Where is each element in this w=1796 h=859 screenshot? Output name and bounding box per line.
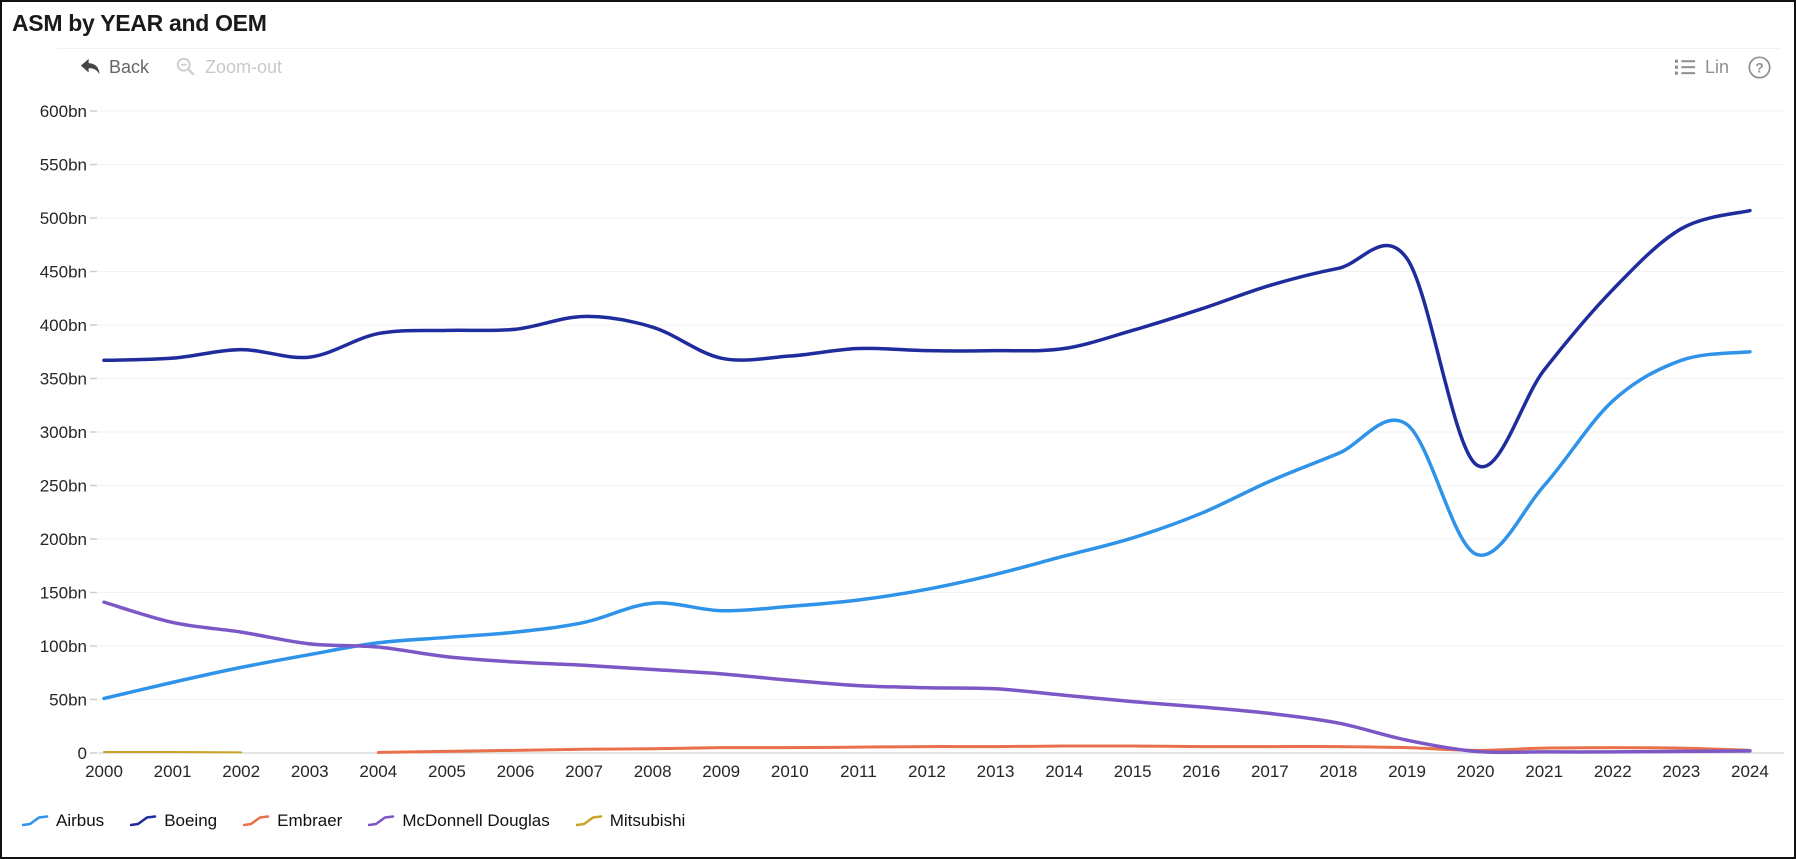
legend-swatch-mitsubishi	[575, 815, 603, 827]
y-axis-label: 100bn	[40, 637, 87, 656]
x-axis-label: 2017	[1251, 762, 1289, 781]
help-button[interactable]: ?	[1747, 55, 1772, 80]
y-axis-label: 400bn	[40, 316, 87, 335]
x-axis-label: 2018	[1320, 762, 1358, 781]
legend-label-embraer: Embraer	[277, 811, 343, 830]
y-axis-label: 500bn	[40, 209, 87, 228]
y-axis-label: 200bn	[40, 530, 87, 549]
series-line-mcdonnell-douglas	[102, 600, 1752, 755]
x-axis-label: 2006	[497, 762, 535, 781]
legend-swatch-boeing	[130, 815, 157, 827]
x-axis-label: 2009	[702, 762, 740, 781]
toolbar-right-controls: Lin ?	[1673, 55, 1772, 80]
y-axis-label: 0	[78, 744, 87, 763]
x-axis-label: 2021	[1525, 762, 1563, 781]
x-axis-label: 2013	[977, 762, 1015, 781]
legend-label-mcdonnell-douglas: McDonnell Douglas	[402, 811, 550, 830]
x-axis-label: 2016	[1182, 762, 1220, 781]
legend-item-boeing[interactable]: Boeing	[130, 811, 217, 831]
question-circle-icon: ?	[1747, 55, 1772, 80]
legend-label-mitsubishi: Mitsubishi	[609, 811, 686, 830]
x-axis-label: 2012	[908, 762, 946, 781]
x-axis-label: 2002	[222, 762, 260, 781]
x-axis-label: 2003	[291, 762, 329, 781]
y-axis-label: 300bn	[40, 423, 87, 442]
scale-mode-button[interactable]: Lin	[1673, 56, 1729, 78]
svg-text:?: ?	[1755, 60, 1763, 75]
y-axis-label: 50bn	[49, 691, 87, 710]
bulleted-list-icon	[1673, 56, 1697, 78]
chart-plot-area[interactable]: 0 50bn 100bn 150bn 200bn 250bn 300bn 350bn 400bn…	[2, 85, 1794, 785]
legend-item-mcdonnell-douglas[interactable]: McDonnell Douglas	[368, 811, 550, 831]
x-axis-label: 2015	[1114, 762, 1152, 781]
y-axis-label: 350bn	[40, 370, 87, 389]
y-axis-label: 550bn	[40, 156, 87, 175]
back-button[interactable]: Back	[79, 57, 149, 78]
x-axis-label: 2004	[359, 762, 397, 781]
legend-label-boeing: Boeing	[164, 811, 218, 830]
x-axis-label: 2011	[840, 762, 877, 781]
x-axis-label: 2019	[1388, 762, 1426, 781]
reply-arrow-icon	[79, 57, 101, 77]
back-label: Back	[109, 56, 150, 77]
legend-label-airbus: Airbus	[56, 811, 105, 830]
y-axis-label: 600bn	[40, 102, 87, 121]
series-line-boeing	[102, 208, 1752, 469]
x-axis-label: 2020	[1457, 762, 1495, 781]
page-title: ASM by YEAR and OEM	[12, 10, 267, 36]
legend-swatch-mcdonnell-douglas	[368, 815, 395, 827]
chart-toolbar: Back Zoom-out	[57, 48, 1780, 85]
chart-legend: Airbus Boeing Embraer McDonnell Douglas Mits…	[22, 811, 1794, 831]
x-axis-label: 2014	[1045, 762, 1083, 781]
series-line-airbus	[102, 350, 1752, 701]
legend-swatch-airbus	[22, 815, 49, 827]
lin-label: Lin	[1704, 56, 1729, 77]
x-axis-label: 2010	[771, 762, 809, 781]
y-axis-label: 150bn	[40, 584, 87, 603]
legend-item-airbus[interactable]: Airbus	[22, 811, 104, 831]
series-line-embraer	[376, 744, 1752, 754]
legend-item-embraer[interactable]: Embraer	[243, 811, 342, 831]
magnifier-minus-icon	[175, 56, 197, 78]
y-axis-label: 250bn	[40, 477, 87, 496]
x-axis-label: 2005	[428, 762, 466, 781]
y-axis-label: 450bn	[40, 263, 87, 282]
x-axis-label: 2022	[1594, 762, 1632, 781]
zoom-out-button[interactable]: Zoom-out	[175, 56, 282, 78]
zoom-out-label: Zoom-out	[205, 56, 283, 77]
x-axis-label: 2007	[565, 762, 603, 781]
x-axis-label: 2008	[634, 762, 672, 781]
chart-area: 0 50bn 100bn 150bn 200bn 250bn 300bn 350bn 400bn…	[2, 85, 1794, 785]
legend-item-mitsubishi[interactable]: Mitsubishi	[575, 811, 686, 831]
x-axis-label: 2024	[1731, 762, 1769, 781]
x-axis-label: 2001	[154, 762, 192, 781]
x-axis-label: 2023	[1662, 762, 1700, 781]
legend-swatch-embraer	[243, 815, 270, 827]
x-axis-label: 2000	[85, 762, 123, 781]
